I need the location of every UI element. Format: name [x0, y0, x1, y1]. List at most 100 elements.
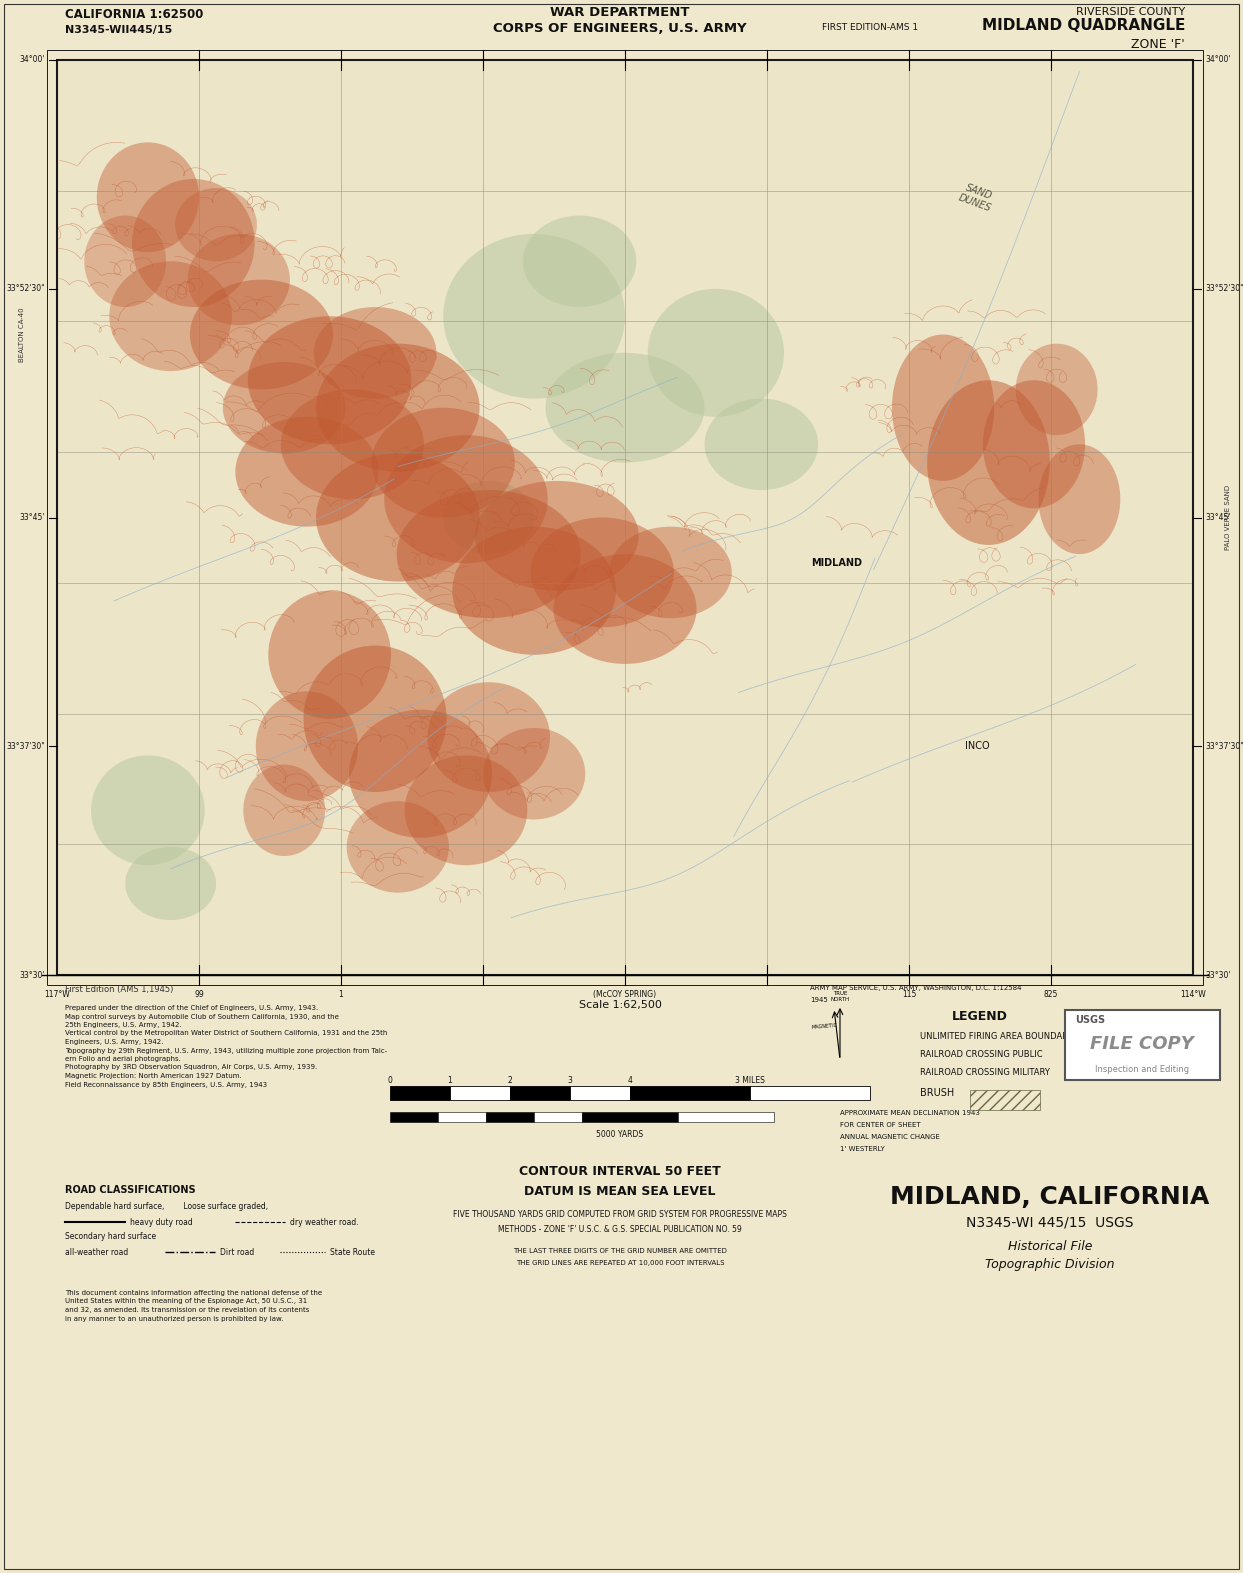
Bar [47, 50, 1203, 985]
Text: 34°00': 34°00' [1204, 55, 1231, 64]
Text: 1: 1 [338, 989, 343, 999]
Text: MAGNETIC: MAGNETIC [810, 1022, 838, 1030]
Bar [510, 1085, 571, 1100]
Ellipse shape [892, 335, 994, 481]
Bar [390, 1085, 450, 1100]
Text: THE GRID LINES ARE REPEATED AT 10,000 FOOT INTERVALS: THE GRID LINES ARE REPEATED AT 10,000 FO… [516, 1260, 725, 1266]
Text: 1: 1 [447, 1076, 452, 1085]
Text: 33°30': 33°30' [20, 971, 45, 980]
Text: RAILROAD CROSSING PUBLIC: RAILROAD CROSSING PUBLIC [920, 1051, 1043, 1059]
Text: Prepared under the direction of the Chief of Engineers, U.S. Army, 1943.
Map con: Prepared under the direction of the Chie… [65, 1005, 388, 1087]
Ellipse shape [313, 307, 436, 398]
Text: 3: 3 [568, 1076, 573, 1085]
Ellipse shape [384, 436, 548, 563]
Text: ANNUAL MAGNETIC CHANGE: ANNUAL MAGNETIC CHANGE [840, 1134, 940, 1140]
Text: dry weather road.: dry weather road. [290, 1218, 359, 1227]
Bar [582, 1112, 677, 1122]
Ellipse shape [397, 491, 580, 618]
Text: 3 MILES: 3 MILES [735, 1076, 764, 1085]
Ellipse shape [1016, 343, 1098, 436]
Text: CALIFORNIA 1:62500: CALIFORNIA 1:62500 [65, 8, 204, 20]
Ellipse shape [347, 801, 449, 892]
Ellipse shape [428, 683, 549, 791]
Ellipse shape [405, 755, 527, 865]
Text: 2: 2 [507, 1076, 512, 1085]
Text: 33°45': 33°45' [1204, 513, 1231, 522]
Text: USGS: USGS [1075, 1015, 1105, 1026]
Text: APPROXIMATE MEAN DECLINATION 1943: APPROXIMATE MEAN DECLINATION 1943 [840, 1111, 979, 1115]
Text: State Route: State Route [329, 1247, 375, 1257]
Text: UNLIMITED FIRING AREA BOUNDARY: UNLIMITED FIRING AREA BOUNDARY [920, 1032, 1073, 1041]
Text: Scale 1:62,500: Scale 1:62,500 [578, 1000, 661, 1010]
Bar [534, 1112, 582, 1122]
Text: 114°W: 114°W [1180, 989, 1206, 999]
Text: MIDLAND, CALIFORNIA: MIDLAND, CALIFORNIA [890, 1184, 1209, 1210]
Text: N3345-WI 445/15  USGS: N3345-WI 445/15 USGS [966, 1214, 1134, 1229]
Text: Dependable hard surface,        Loose surface graded,: Dependable hard surface, Loose surface g… [65, 1202, 268, 1211]
Text: 825: 825 [1044, 989, 1058, 999]
Text: BEALTON CA-40: BEALTON CA-40 [19, 307, 25, 362]
Bar [630, 1085, 750, 1100]
Text: 99: 99 [194, 989, 204, 999]
Text: ARMY MAP SERVICE, U.S. ARMY, WASHINGTON, D.C. 1:12584: ARMY MAP SERVICE, U.S. ARMY, WASHINGTON,… [810, 985, 1022, 991]
Text: FOR CENTER OF SHEET: FOR CENTER OF SHEET [840, 1122, 921, 1128]
Text: 115: 115 [902, 989, 916, 999]
Text: INCO: INCO [965, 741, 989, 752]
Text: CONTOUR INTERVAL 50 FEET: CONTOUR INTERVAL 50 FEET [520, 1166, 721, 1178]
Text: PALO VERDE SAND: PALO VERDE SAND [1226, 484, 1231, 551]
Text: 33°37'30": 33°37'30" [1204, 742, 1243, 750]
Text: 0: 0 [388, 1076, 393, 1085]
Ellipse shape [97, 142, 199, 252]
Text: This document contains information affecting the national defense of the
United : This document contains information affec… [65, 1290, 322, 1321]
Ellipse shape [247, 316, 411, 444]
Ellipse shape [109, 261, 232, 371]
Text: 5000 YARDS: 5000 YARDS [597, 1129, 644, 1139]
Ellipse shape [190, 280, 333, 390]
Text: FILE COPY: FILE COPY [1090, 1035, 1193, 1052]
Ellipse shape [1038, 444, 1120, 554]
Ellipse shape [188, 234, 290, 326]
Text: Inspection and Editing: Inspection and Editing [1095, 1065, 1190, 1074]
Text: WAR DEPARTMENT: WAR DEPARTMENT [551, 5, 690, 19]
Text: N3345-WII445/15: N3345-WII445/15 [65, 25, 173, 35]
Text: RIVERSIDE COUNTY: RIVERSIDE COUNTY [1075, 6, 1185, 17]
Ellipse shape [475, 481, 639, 591]
Ellipse shape [256, 692, 358, 801]
Text: ROAD CLASSIFICATIONS: ROAD CLASSIFICATIONS [65, 1184, 195, 1195]
Ellipse shape [268, 591, 392, 719]
Bar [750, 1085, 870, 1100]
Text: BRUSH: BRUSH [920, 1089, 955, 1098]
Ellipse shape [523, 216, 636, 307]
Ellipse shape [303, 645, 446, 791]
Text: ZONE 'F': ZONE 'F' [1131, 38, 1185, 50]
Ellipse shape [444, 234, 625, 398]
Text: MIDLAND QUADRANGLE: MIDLAND QUADRANGLE [982, 19, 1185, 33]
Bar [450, 1085, 510, 1100]
Text: 33°30': 33°30' [1204, 971, 1231, 980]
Text: 33°52'30": 33°52'30" [1204, 285, 1243, 293]
Bar [57, 60, 1193, 975]
Ellipse shape [235, 417, 378, 527]
Text: 34°00': 34°00' [20, 55, 45, 64]
Text: RAILROAD CROSSING MILITARY: RAILROAD CROSSING MILITARY [920, 1068, 1050, 1078]
Text: 33°37'30": 33°37'30" [6, 742, 45, 750]
Text: (McCOY SPRING): (McCOY SPRING) [593, 989, 656, 999]
Text: LEGEND: LEGEND [952, 1010, 1008, 1022]
Text: SAND
DUNES: SAND DUNES [957, 181, 997, 214]
Text: FIRST EDITION-AMS 1: FIRST EDITION-AMS 1 [822, 24, 919, 33]
Bar [970, 1090, 1040, 1111]
Ellipse shape [85, 216, 167, 307]
Text: 1945: 1945 [810, 997, 828, 1004]
Ellipse shape [531, 518, 674, 628]
Bar [57, 60, 1193, 975]
Bar [390, 1112, 438, 1122]
Bar [677, 1112, 774, 1122]
Text: THE LAST THREE DIGITS OF THE GRID NUMBER ARE OMITTED: THE LAST THREE DIGITS OF THE GRID NUMBER… [513, 1247, 727, 1254]
Text: FIVE THOUSAND YARDS GRID COMPUTED FROM GRID SYSTEM FOR PROGRESSIVE MAPS: FIVE THOUSAND YARDS GRID COMPUTED FROM G… [452, 1210, 787, 1219]
Ellipse shape [175, 189, 257, 261]
Text: TRUE
NORTH: TRUE NORTH [830, 991, 849, 1002]
Text: 4: 4 [628, 1076, 633, 1085]
Ellipse shape [316, 343, 480, 472]
Ellipse shape [132, 179, 255, 307]
Text: MIDLAND: MIDLAND [812, 558, 863, 568]
